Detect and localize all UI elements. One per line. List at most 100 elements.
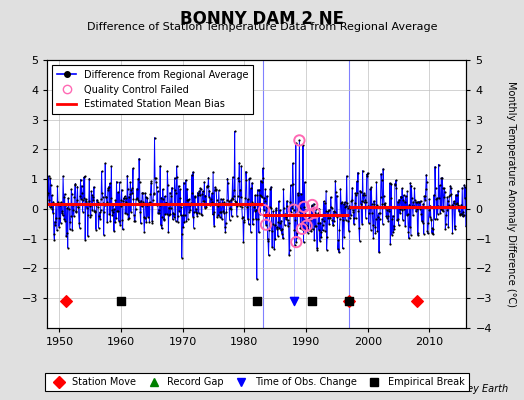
- Point: [171, 187, 179, 194]
- Point: [165, 212, 173, 218]
- Point: [290, 206, 298, 213]
- Point: [384, 218, 392, 224]
- Point: [451, 226, 459, 232]
- Point: [318, 216, 326, 222]
- Point: [277, 218, 286, 224]
- Point: [54, 199, 63, 206]
- Point: [64, 201, 73, 207]
- Point: [207, 201, 215, 208]
- Point: [440, 185, 449, 192]
- Point: [107, 195, 115, 202]
- Point: [76, 193, 84, 200]
- Point: [157, 222, 165, 228]
- Point: [150, 190, 158, 196]
- Point: [136, 209, 144, 215]
- Point: [321, 228, 329, 234]
- Point: [101, 202, 109, 208]
- Point: [347, 198, 355, 204]
- Point: [443, 194, 452, 200]
- Point: [203, 183, 211, 190]
- Point: [266, 204, 275, 211]
- Point: [145, 219, 154, 225]
- Point: [187, 190, 195, 196]
- Point: [305, 213, 314, 219]
- Point: [343, 199, 352, 206]
- Point: [164, 229, 172, 235]
- Point: [115, 179, 124, 186]
- Point: [270, 246, 278, 252]
- Point: [237, 194, 245, 200]
- Point: [425, 196, 433, 202]
- Point: [206, 196, 215, 202]
- Point: [325, 213, 334, 219]
- Point: [391, 182, 400, 189]
- Point: [216, 209, 224, 215]
- Point: [245, 175, 254, 181]
- Point: [358, 168, 367, 174]
- Point: [272, 205, 280, 211]
- Point: [392, 185, 401, 191]
- Point: [364, 170, 372, 176]
- Point: [234, 175, 243, 181]
- Point: [60, 191, 69, 197]
- Point: [48, 206, 57, 212]
- Point: [202, 204, 211, 211]
- Point: [364, 203, 373, 210]
- Point: [404, 228, 412, 235]
- Point: [295, 137, 303, 144]
- Point: [441, 225, 450, 232]
- Point: [348, 184, 356, 191]
- Point: [97, 195, 105, 202]
- Point: [81, 236, 90, 243]
- Point: [401, 223, 409, 229]
- Point: [229, 196, 237, 202]
- Point: [135, 198, 143, 205]
- Point: [271, 236, 279, 242]
- Point: [225, 200, 233, 206]
- Point: [212, 186, 220, 192]
- Point: [183, 196, 192, 203]
- Point: [431, 163, 439, 170]
- Point: [71, 182, 79, 188]
- Point: [368, 201, 376, 208]
- Point: [316, 220, 325, 226]
- Point: [99, 193, 107, 200]
- Point: [320, 200, 329, 206]
- Point: [187, 207, 195, 213]
- Point: [397, 193, 405, 200]
- Point: [147, 180, 155, 187]
- Point: [372, 215, 380, 222]
- Point: [93, 199, 102, 206]
- Point: [423, 179, 431, 185]
- Point: [406, 224, 414, 230]
- Point: [316, 238, 324, 244]
- Point: [450, 223, 458, 229]
- Point: [66, 218, 74, 225]
- Point: [190, 209, 198, 215]
- Point: [243, 204, 251, 210]
- Point: [62, 233, 70, 239]
- Point: [247, 185, 255, 192]
- Point: [112, 178, 121, 185]
- Point: [227, 196, 235, 203]
- Point: [117, 186, 126, 193]
- Point: [98, 190, 106, 196]
- Point: [130, 218, 139, 224]
- Point: [176, 195, 184, 201]
- Point: [117, 197, 125, 203]
- Point: [56, 215, 64, 221]
- Point: [191, 194, 199, 200]
- Point: [336, 186, 345, 192]
- Point: [346, 205, 354, 212]
- Point: [352, 215, 360, 222]
- Point: [192, 206, 200, 212]
- Point: [217, 216, 226, 222]
- Point: [188, 214, 196, 220]
- Point: [231, 198, 239, 204]
- Point: [302, 222, 310, 228]
- Point: [68, 191, 76, 198]
- Point: [220, 199, 228, 205]
- Point: [163, 168, 171, 174]
- Point: [137, 197, 145, 204]
- Point: [451, 192, 460, 198]
